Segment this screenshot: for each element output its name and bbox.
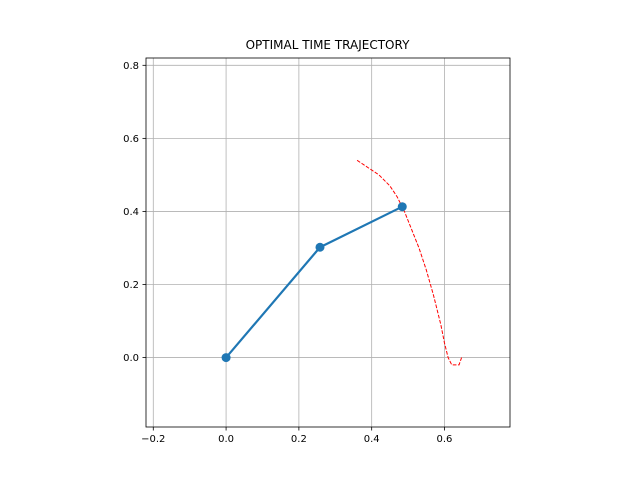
arm-joint-point [315, 242, 325, 252]
x-tick-label: −0.2 [141, 434, 165, 445]
series [221, 159, 463, 366]
x-tick-label: 0.2 [291, 434, 307, 445]
arm-line [225, 205, 403, 359]
x-tick-label: 0.6 [437, 434, 453, 445]
arm-joint-point [397, 202, 407, 212]
chart-title: OPTIMAL TIME TRAJECTORY [246, 38, 410, 52]
x-tick-label: 0.0 [218, 434, 234, 445]
plot-frame [145, 57, 511, 428]
y-tick-label: 0.8 [123, 61, 139, 72]
x-tick-label: 0.4 [364, 434, 380, 445]
y-tick-label: 0.4 [123, 207, 139, 218]
grid [146, 58, 510, 427]
trajectory-line [356, 159, 463, 366]
y-tick-label: 0.6 [123, 134, 139, 145]
ticks: −0.2 0.0 0.2 0.4 0.6 0.0 0.2 0.4 0.6 0.8 [123, 61, 452, 445]
y-tick-label: 0.2 [123, 280, 139, 291]
arm-joint-point [221, 353, 231, 363]
y-tick-label: 0.0 [123, 353, 139, 364]
